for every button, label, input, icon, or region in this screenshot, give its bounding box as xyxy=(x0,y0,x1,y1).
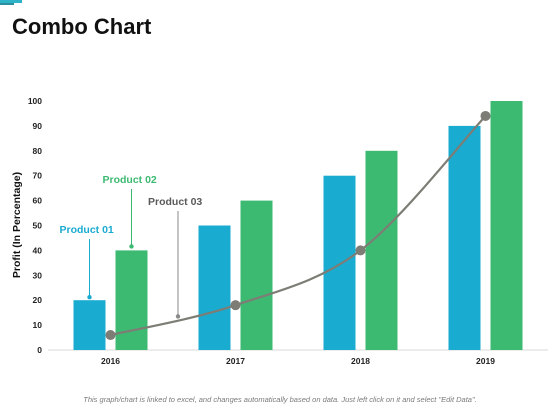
corner-accent xyxy=(0,0,22,3)
x-tick-label: 2016 xyxy=(101,356,120,366)
x-tick-label: 2018 xyxy=(351,356,370,366)
y-tick-label: 30 xyxy=(33,270,43,280)
bar xyxy=(365,150,398,350)
callout-dot xyxy=(87,295,92,300)
callout-dot xyxy=(175,314,181,319)
corner-accent-secondary xyxy=(0,3,14,5)
y-tick-label: 20 xyxy=(33,295,43,305)
page-title: Combo Chart xyxy=(12,14,152,39)
y-tick-label: 80 xyxy=(33,146,43,156)
series-callout-label: Product 02 xyxy=(103,174,157,186)
bar xyxy=(490,101,523,350)
bar xyxy=(240,200,273,350)
y-axis-label: Profit (In Percentage) xyxy=(11,172,23,278)
line-point xyxy=(230,300,241,311)
footnote: This graph/chart is linked to excel, and… xyxy=(83,395,477,404)
bar xyxy=(73,300,106,350)
line-point xyxy=(480,110,491,121)
x-tick-label: 2019 xyxy=(476,356,495,366)
line-point xyxy=(105,330,116,341)
x-tick-label: 2017 xyxy=(226,356,245,366)
line-series-layer xyxy=(105,110,491,341)
y-tick-label: 40 xyxy=(33,245,43,255)
y-tick-label: 70 xyxy=(33,171,43,181)
y-tick-label: 60 xyxy=(33,196,43,206)
bar xyxy=(448,125,481,351)
y-tick-label: 100 xyxy=(28,96,42,106)
y-tick-label: 0 xyxy=(37,345,42,355)
series-callout-layer: Product 01 Product 02 Product 03 xyxy=(60,174,202,319)
callout-dot xyxy=(129,244,134,249)
series-callout-label: Product 03 xyxy=(148,196,202,208)
bar xyxy=(198,225,231,350)
bar xyxy=(115,250,148,350)
line-point xyxy=(355,245,366,256)
bar xyxy=(323,175,356,350)
y-tick-label: 50 xyxy=(33,221,43,231)
y-tick-label: 90 xyxy=(33,121,43,131)
bar-series-layer xyxy=(73,101,523,351)
y-axis: 0 10 20 30 40 50 60 70 80 90 100 2016 2017 2018 2019 xyxy=(28,96,548,366)
series-callout-label: Product 01 xyxy=(60,224,114,236)
series-line xyxy=(110,115,487,337)
y-tick-label: 10 xyxy=(33,320,43,330)
